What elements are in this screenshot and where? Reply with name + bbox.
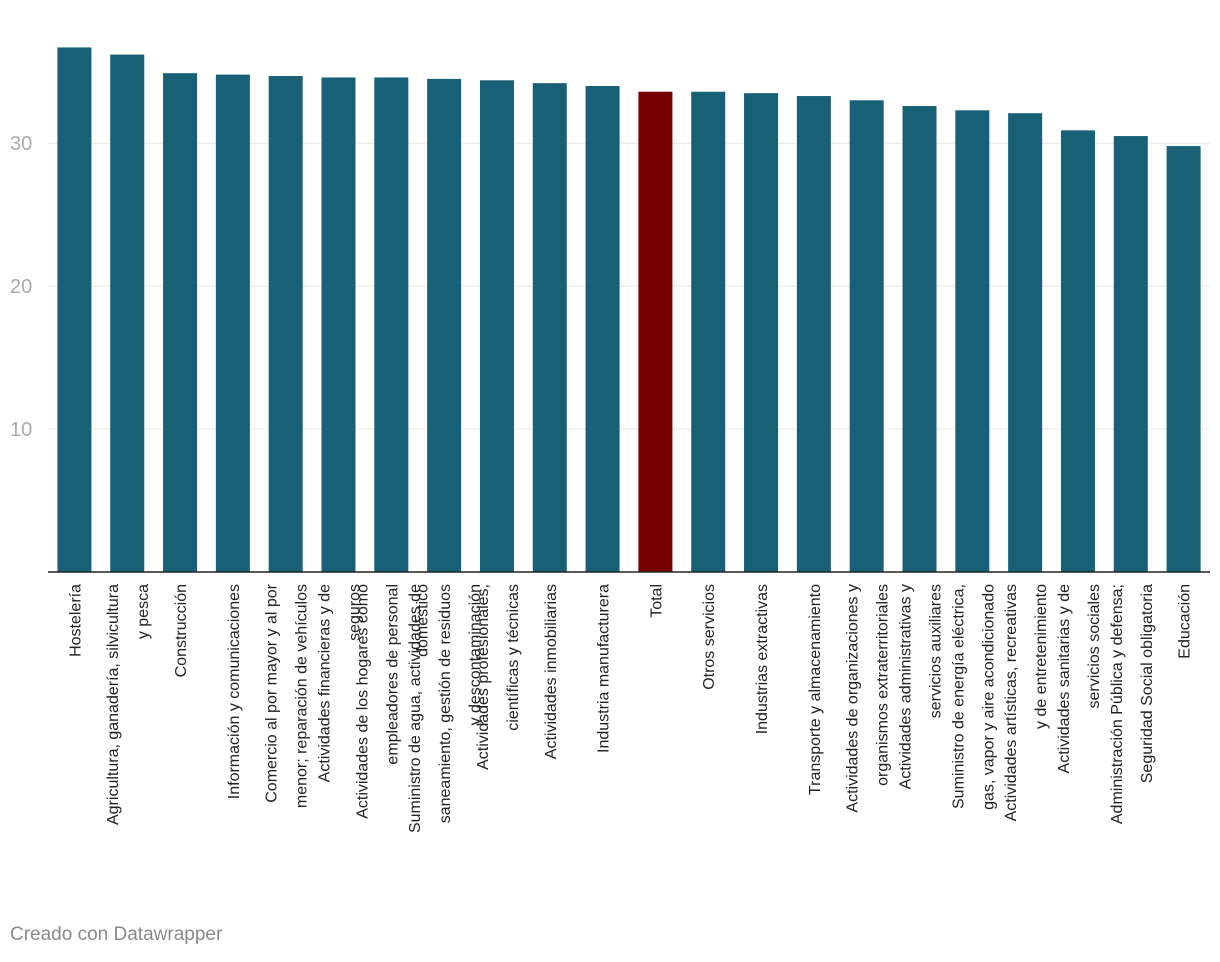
x-tick-label: Actividades sanitarias y de [1056, 584, 1073, 774]
x-tick-label: Industria manufacturera [596, 584, 613, 753]
credit-text: Creado con Datawrapper [10, 924, 223, 945]
x-tick-label: Suministro de agua, actividades de [407, 584, 424, 833]
x-tick-label: Hostelería [67, 584, 84, 657]
x-tick-label: seguros [347, 584, 364, 641]
bar [1113, 136, 1148, 572]
bar [1008, 113, 1043, 573]
bar [902, 106, 937, 573]
bar [691, 91, 726, 572]
x-tick-label: Suministro de energía eléctrica, [950, 584, 967, 809]
x-tick-label: Industrias extractivas [754, 584, 771, 734]
bar [849, 100, 884, 572]
x-tick-label: y pesca [135, 584, 152, 639]
x-tick-label: Seguridad Social obligatoria [1139, 584, 1156, 783]
bar [321, 77, 356, 572]
bar [638, 91, 673, 572]
x-tick-label: saneamiento, gestión de residuos [437, 584, 454, 823]
bar [532, 83, 567, 572]
x-tick-label: Comercio al por mayor y al por [264, 583, 281, 802]
x-tick-label: Actividades profesionales, [475, 584, 492, 770]
x-tick-label: Actividades de los hogares como [354, 584, 371, 819]
x-tick-label: Actividades de organizaciones y [845, 584, 862, 813]
y-tick-label: 30 [10, 133, 32, 155]
x-tick-label: científicas y técnicas [505, 584, 522, 731]
x-tick-label: servicios sociales [1086, 584, 1103, 708]
x-tick-label: organismos extraterritoriales [875, 584, 892, 786]
x-tick-label: y descontaminación [467, 584, 484, 725]
bar [585, 86, 620, 572]
x-tick-label: Transporte y almacenamiento [807, 584, 824, 795]
bar [955, 110, 990, 573]
bar [57, 47, 92, 572]
x-tick-label: Actividades artísticas, recreativas [1003, 584, 1020, 821]
bar [110, 54, 145, 572]
bar [268, 76, 303, 572]
x-tick-label: Actividades administrativas y [898, 584, 915, 789]
x-tick-label: Agricultura, ganadería, silvicultura [105, 584, 122, 825]
x-tick-label: Educación [1177, 584, 1194, 659]
x-tick-label: empleadores de personal [384, 584, 401, 765]
y-tick-label: 20 [10, 276, 32, 298]
x-tick-label: y de entretenimiento [1033, 584, 1050, 729]
x-tick-label: doméstico [414, 584, 431, 657]
bar [744, 93, 779, 572]
bar [163, 73, 198, 573]
x-tick-label: Construcción [173, 584, 190, 677]
x-tick-label: Actividades inmobiliarias [543, 584, 560, 759]
bar [374, 77, 409, 572]
y-tick-label: 10 [10, 419, 32, 441]
x-tick-label: menor; reparación de vehículos [294, 584, 311, 808]
bar [796, 96, 831, 573]
bar [1166, 146, 1201, 573]
x-tick-label: Actividades financieras y de [317, 584, 334, 782]
x-tick-label: Información y comunicaciones [226, 584, 243, 799]
x-tick-label: Administración Pública y defensa; [1109, 584, 1126, 824]
x-tick-label: Total [648, 584, 665, 618]
bar [215, 74, 250, 572]
bar [479, 80, 514, 573]
bar [427, 78, 462, 572]
x-tick-label: gas, vapor y aire acondicionado [980, 584, 997, 810]
bar [1060, 130, 1095, 572]
x-tick-label: Otros servicios [701, 584, 718, 690]
x-tick-label: servicios auxiliares [928, 584, 945, 718]
